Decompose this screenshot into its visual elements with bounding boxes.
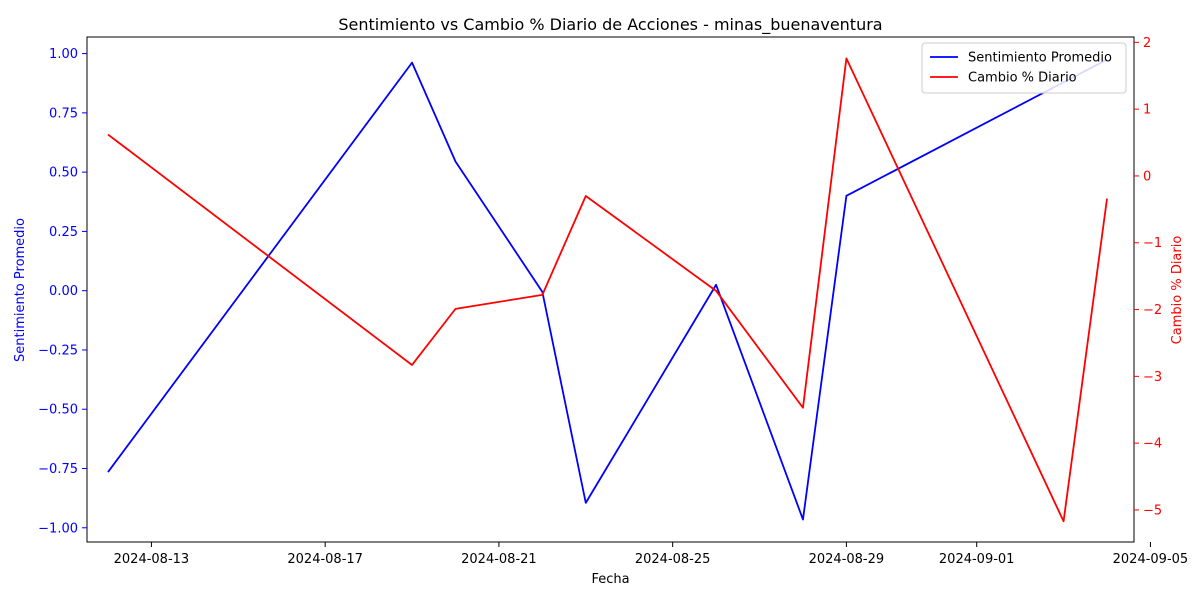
- y-left-tick-label: 0.50: [49, 166, 78, 181]
- y-right-tick-label: 2: [1143, 36, 1151, 51]
- y-right-tick-label: −5: [1143, 503, 1162, 518]
- y-axis-left-label: Sentimiento Promedio: [13, 218, 28, 362]
- x-tick-label: 2024-08-17: [287, 552, 363, 567]
- legend-box: [921, 42, 1127, 94]
- x-tick-label: 2024-09-01: [939, 552, 1015, 567]
- chart-title: Sentimiento vs Cambio % Diario de Accion…: [338, 15, 882, 35]
- x-tick-label: 2024-08-13: [114, 552, 190, 567]
- y-left-tick-label: −0.25: [38, 343, 78, 358]
- y-axis-right-label: Cambio % Diario: [1170, 236, 1185, 345]
- x-tick-label: 2024-09-05: [1113, 552, 1189, 567]
- legend-label: Sentimiento Promedio: [968, 51, 1112, 66]
- y-right-tick-label: −1: [1143, 236, 1162, 251]
- series-layer: [107, 57, 1108, 523]
- legend-label: Cambio % Diario: [968, 71, 1077, 86]
- y-axis-right: 2 1 0 −1 −2 −3 −4 −5: [1134, 36, 1162, 518]
- y-right-tick-label: 1: [1143, 103, 1151, 118]
- y-right-tick-label: 0: [1143, 169, 1151, 184]
- y-left-tick-label: 1.00: [49, 47, 78, 62]
- y-left-tick-label: 0.25: [49, 225, 78, 240]
- y-left-tick-label: −1.00: [38, 521, 78, 536]
- y-axis-left: 1.00 0.75 0.50 0.25 0.00 −0.25 −0.50 −0.75 −1.00: [38, 47, 87, 536]
- y-right-tick-label: −3: [1143, 370, 1162, 385]
- x-tick-label: 2024-08-25: [635, 552, 711, 567]
- y-left-tick-label: 0.00: [49, 284, 78, 299]
- x-axis: 2024-08-13 2024-08-17 2024-08-21 2024-08-25…: [114, 542, 1189, 567]
- legend: Sentimiento Promedio Cambio % Diario: [921, 42, 1127, 94]
- x-tick-label: 2024-08-29: [809, 552, 885, 567]
- plot-frame: [86, 36, 1135, 543]
- x-axis-label: Fecha: [591, 572, 629, 587]
- x-tick-label: 2024-08-21: [461, 552, 537, 567]
- y-right-tick-label: −4: [1143, 437, 1162, 452]
- series-line-cambio: [107, 57, 1108, 523]
- y-right-tick-label: −2: [1143, 303, 1162, 318]
- y-left-tick-label: 0.75: [49, 106, 78, 121]
- y-left-tick-label: −0.75: [38, 462, 78, 477]
- y-left-tick-label: −0.50: [38, 403, 78, 418]
